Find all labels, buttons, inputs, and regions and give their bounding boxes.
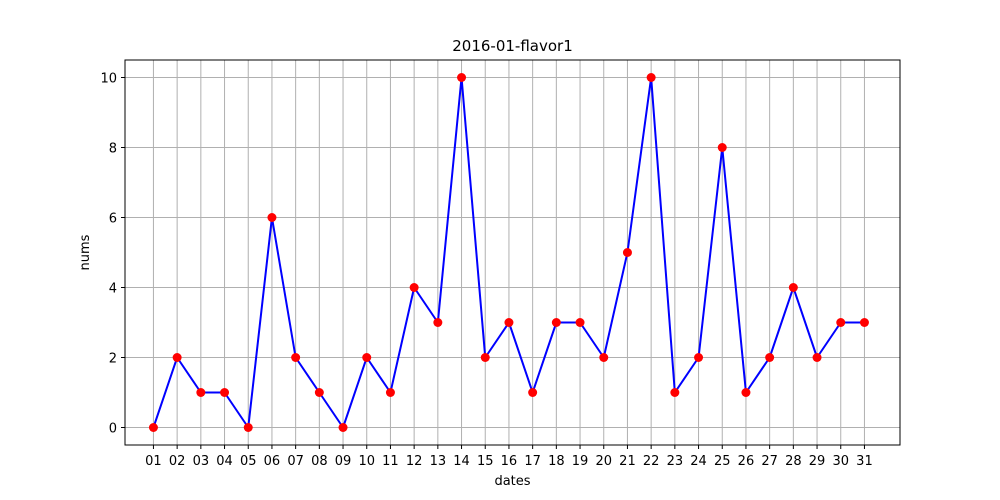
y-tick-label: 10 — [100, 72, 117, 87]
series-layer — [148, 73, 869, 432]
x-tick-label: 24 — [690, 454, 707, 469]
data-point-31 — [859, 318, 869, 327]
data-point-25 — [717, 143, 727, 152]
chart-title: 2016-01-flavor1 — [452, 37, 573, 55]
x-tick-label: 19 — [572, 454, 589, 469]
x-axis: 01 02 03 04 05 06 07 08 09 10 11 12 13 14 15 16 17 18 19 20… — [145, 445, 873, 469]
data-point-01 — [148, 423, 158, 432]
data-point-16 — [504, 318, 514, 327]
data-point-02 — [172, 353, 182, 362]
data-point-22 — [646, 73, 656, 82]
x-tick-label: 10 — [358, 454, 375, 469]
data-point-13 — [433, 318, 443, 327]
x-tick-label: 07 — [287, 454, 304, 469]
data-point-26 — [741, 388, 751, 397]
y-axis: 0 2 4 6 8 10 — [100, 72, 125, 437]
x-tick-label: 09 — [335, 454, 352, 469]
x-tick-label: 03 — [193, 454, 210, 469]
x-tick-label: 17 — [524, 454, 541, 469]
x-tick-label: 27 — [761, 454, 778, 469]
x-tick-label: 21 — [619, 454, 636, 469]
x-tick-label: 26 — [738, 454, 755, 469]
data-point-24 — [694, 353, 704, 362]
x-tick-label: 30 — [832, 454, 849, 469]
x-tick-label: 04 — [216, 454, 233, 469]
data-point-28 — [788, 283, 798, 292]
data-point-11 — [385, 388, 395, 397]
x-tick-label: 23 — [667, 454, 684, 469]
x-tick-label: 02 — [169, 454, 186, 469]
y-tick-label: 8 — [109, 142, 117, 157]
x-tick-label: 13 — [430, 454, 447, 469]
y-tick-label: 0 — [109, 422, 117, 437]
x-tick-label: 22 — [643, 454, 660, 469]
data-point-03 — [196, 388, 206, 397]
x-tick-label: 08 — [311, 454, 328, 469]
data-point-23 — [670, 388, 680, 397]
x-tick-label: 01 — [145, 454, 162, 469]
x-tick-label: 05 — [240, 454, 257, 469]
data-point-05 — [243, 423, 253, 432]
data-point-27 — [765, 353, 775, 362]
y-tick-label: 2 — [109, 352, 117, 367]
x-tick-label: 31 — [856, 454, 873, 469]
data-point-06 — [267, 213, 277, 222]
x-tick-label: 16 — [501, 454, 518, 469]
data-point-08 — [314, 388, 324, 397]
plot-frame — [124, 59, 901, 446]
data-point-12 — [409, 283, 419, 292]
x-tick-label: 15 — [477, 454, 494, 469]
data-point-10 — [362, 353, 372, 362]
data-point-15 — [480, 353, 490, 362]
data-point-19 — [575, 318, 585, 327]
data-point-20 — [599, 353, 609, 362]
data-point-30 — [836, 318, 846, 327]
data-point-29 — [812, 353, 822, 362]
data-point-18 — [551, 318, 561, 327]
x-tick-label: 12 — [406, 454, 423, 469]
grid — [125, 60, 900, 445]
x-tick-label: 29 — [809, 454, 826, 469]
x-tick-label: 14 — [453, 454, 470, 469]
y-tick-label: 4 — [109, 282, 117, 297]
x-tick-label: 06 — [264, 454, 281, 469]
y-tick-label: 6 — [109, 212, 117, 227]
x-tick-label: 20 — [595, 454, 612, 469]
y-axis-label: nums — [78, 234, 93, 270]
data-point-14 — [457, 73, 467, 82]
x-axis-label: dates — [494, 474, 530, 489]
data-point-04 — [220, 388, 230, 397]
x-tick-label: 25 — [714, 454, 731, 469]
x-tick-label: 11 — [382, 454, 399, 469]
data-point-21 — [622, 248, 632, 257]
data-point-07 — [291, 353, 301, 362]
x-tick-label: 28 — [785, 454, 802, 469]
x-tick-label: 18 — [548, 454, 565, 469]
data-point-09 — [338, 423, 348, 432]
data-point-17 — [528, 388, 538, 397]
